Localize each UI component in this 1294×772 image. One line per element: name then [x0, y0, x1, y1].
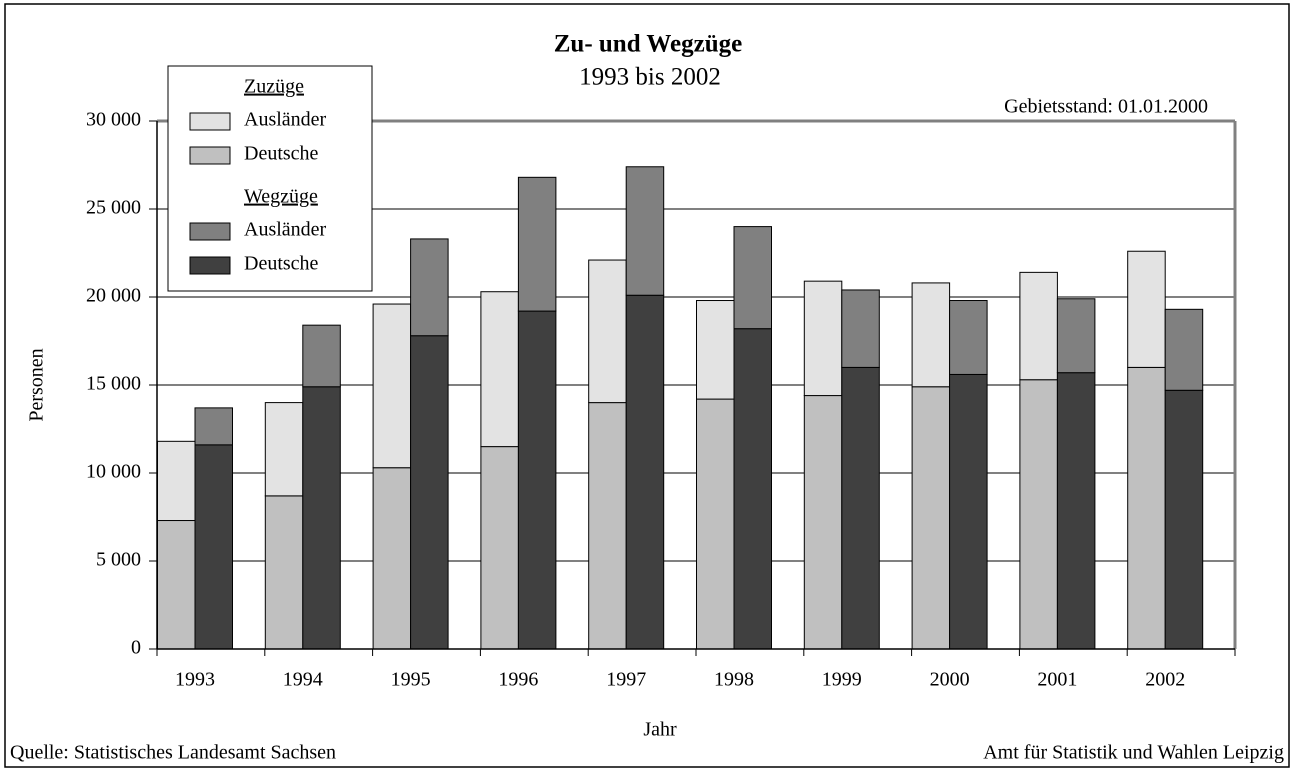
- y-tick-label: 30 000: [86, 109, 141, 131]
- bar-segment: [1019, 271, 1058, 381]
- bar-segment: [264, 402, 304, 497]
- bar-segment: [157, 440, 196, 522]
- credit: Amt für Statistik und Wahlen Leipzig: [983, 742, 1284, 764]
- y-tick-label: 10 000: [86, 461, 141, 483]
- bar-segment: [410, 238, 449, 337]
- y-tick-label: 5 000: [96, 549, 141, 571]
- x-tick-label: 1996: [498, 669, 538, 691]
- bar-segment: [588, 259, 627, 404]
- bar-segment: [911, 386, 951, 650]
- bar-segment: [1056, 372, 1096, 650]
- chart-title: Zu- und Wegzüge: [554, 31, 742, 58]
- bar-segment: [517, 310, 557, 650]
- bar-segment: [588, 402, 627, 650]
- bar-segment: [302, 386, 341, 650]
- legend-label: Deutsche: [244, 253, 319, 275]
- legend-swatch: [189, 256, 231, 275]
- x-tick-label: 1997: [606, 669, 646, 691]
- x-tick-label: 1993: [175, 669, 215, 691]
- legend-header: Wegzüge: [244, 186, 318, 208]
- y-axis-label: Personen: [26, 348, 48, 421]
- bar-segment: [949, 300, 988, 375]
- legend-label: Ausländer: [244, 109, 327, 131]
- bar-segment: [302, 324, 341, 388]
- bar-segment: [1127, 250, 1166, 368]
- x-tick-label: 2001: [1037, 669, 1077, 691]
- annotation: Gebietsstand: 01.01.2000: [1004, 96, 1208, 118]
- bar-segment: [803, 280, 843, 397]
- bar-segment: [1164, 308, 1204, 391]
- x-tick-label: 1995: [391, 669, 431, 691]
- legend-label: Deutsche: [244, 143, 319, 165]
- y-tick-label: 0: [131, 637, 141, 659]
- bar-segment: [696, 300, 735, 400]
- bar-segment: [480, 291, 519, 448]
- chart-subtitle: 1993 bis 2002: [579, 64, 721, 91]
- bar-segment: [157, 520, 196, 650]
- legend-swatch: [189, 146, 231, 165]
- legend-label: Ausländer: [244, 219, 327, 241]
- bar-segment: [803, 395, 843, 650]
- x-tick-label: 1994: [283, 669, 323, 691]
- legend-swatch: [189, 112, 231, 131]
- bar-segment: [264, 495, 304, 650]
- bar-segment: [949, 373, 988, 650]
- bar-segment: [372, 303, 412, 469]
- bar-segment: [410, 335, 449, 650]
- bar-segment: [1019, 379, 1058, 650]
- bar-segment: [696, 398, 735, 650]
- bar-segment: [194, 444, 233, 650]
- bar-segment: [625, 294, 665, 650]
- x-tick-label: 1998: [714, 669, 754, 691]
- bar-segment: [1127, 366, 1166, 650]
- bar-segment: [841, 289, 880, 368]
- y-tick-label: 15 000: [86, 373, 141, 395]
- x-tick-label: 1999: [822, 669, 862, 691]
- x-tick-label: 2002: [1145, 669, 1185, 691]
- y-tick-label: 20 000: [86, 285, 141, 307]
- source: Quelle: Statistisches Landesamt Sachsen: [10, 742, 336, 764]
- bar-segment: [733, 328, 772, 650]
- x-tick-label: 2000: [930, 669, 970, 691]
- bar-segment: [625, 166, 665, 296]
- bar-segment: [841, 366, 880, 650]
- bar-segment: [1164, 389, 1204, 650]
- x-axis-label: Jahr: [643, 719, 677, 741]
- legend-box: [167, 65, 373, 292]
- legend-header: Zuzüge: [244, 76, 304, 98]
- bar-segment: [1056, 298, 1096, 374]
- bar-segment: [911, 282, 951, 388]
- bar-segment: [194, 407, 233, 446]
- bar-segment: [733, 226, 772, 330]
- y-tick-label: 25 000: [86, 197, 141, 219]
- legend-swatch: [189, 222, 231, 241]
- bar-segment: [480, 446, 519, 650]
- bar-segment: [372, 467, 412, 650]
- bar-segment: [517, 176, 557, 312]
